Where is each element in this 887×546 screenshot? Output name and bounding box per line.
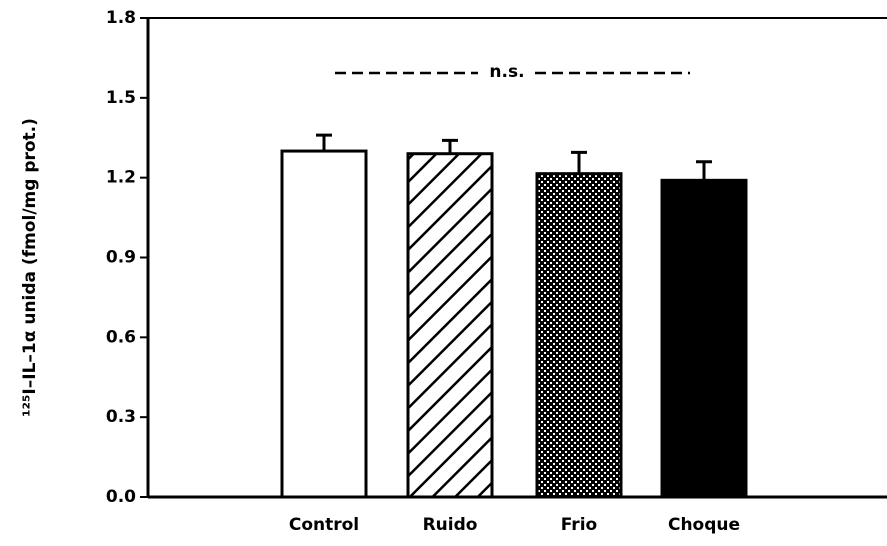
bar — [406, 152, 494, 499]
bar — [280, 149, 368, 499]
error-bar — [442, 138, 458, 154]
x-tick-label: Frio — [561, 515, 597, 535]
annotation: n.s. — [489, 62, 524, 82]
error-bar — [316, 133, 332, 152]
y-axis-label: ¹²⁵I–IL–1α unida (fmol/mg prot.) — [20, 118, 40, 417]
error-bar — [571, 150, 587, 174]
y-tick-label: 0.3 — [106, 407, 136, 427]
y-tick-label: 0.6 — [106, 327, 136, 347]
y-tick-label: 1.8 — [106, 8, 136, 28]
bar — [660, 178, 748, 499]
y-tick-label: 1.5 — [106, 88, 136, 108]
x-tick-label: Control — [289, 515, 359, 535]
y-tick-label: 1.2 — [106, 168, 136, 188]
x-tick-label: Choque — [668, 515, 740, 535]
y-tick-label: 0.9 — [106, 248, 136, 268]
x-tick-label: Ruido — [423, 515, 478, 535]
error-bar — [696, 160, 712, 181]
y-tick-label: 0.0 — [106, 487, 136, 507]
bar — [535, 172, 623, 499]
